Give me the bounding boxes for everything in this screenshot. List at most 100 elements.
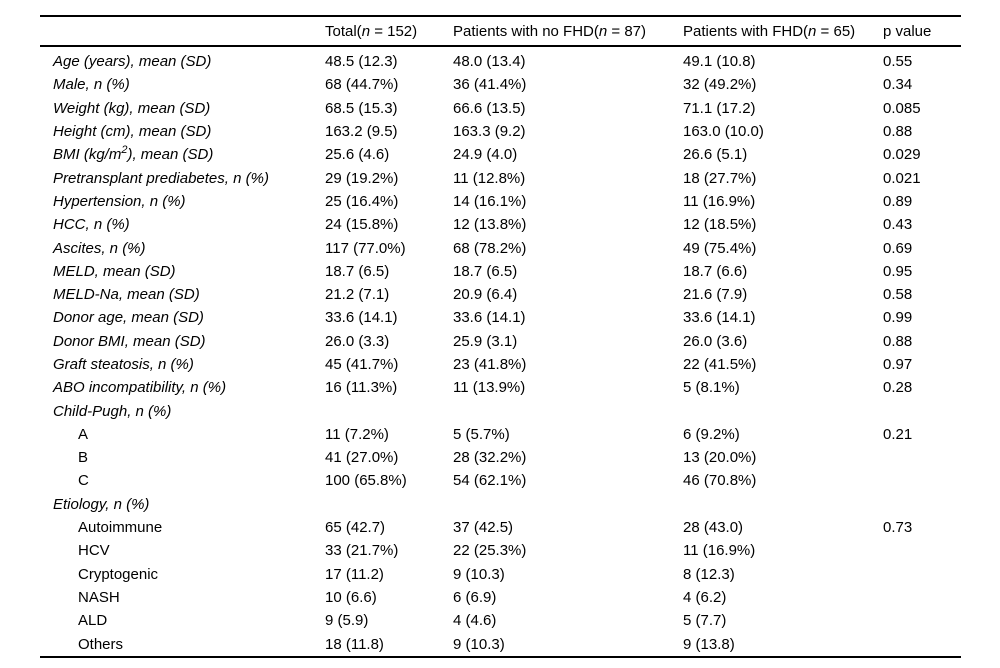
row-label: Height (cm), mean (SD) (53, 123, 212, 141)
cell-value: 5 (7.7) (683, 612, 727, 630)
cell-value: 0.88 (883, 332, 913, 350)
table-row: Others 18 (11.8) 9 (10.3) 9 (13.8) (40, 632, 961, 656)
table-row: MELD, mean (SD) 18.7 (6.5) 18.7 (6.5) 18.7 … (40, 260, 961, 283)
characteristics-table: Total(n = 152) Patients with no FHD(n = 8… (40, 15, 961, 658)
cell-value (883, 563, 961, 586)
cell-value: 11 (12.8%) (453, 169, 526, 187)
table-row: Weight (kg), mean (SD) 68.5 (15.3) 66.6 (1… (40, 97, 961, 120)
header-italic-n: n (598, 22, 608, 40)
table-row: Graft steatosis, n (%) 45 (41.7%) 23 (41.8… (40, 353, 961, 376)
cell-value: 48.5 (12.3) (325, 53, 398, 71)
cell-value (883, 609, 961, 632)
cell-value: 8 (12.3) (683, 565, 735, 583)
cell-value: 54 (62.1%) (453, 472, 527, 490)
cell-value: 117 (77.0%) (325, 239, 406, 257)
cell-value: 13 (20.0%) (683, 449, 757, 467)
cell-value: 21.2 (7.1) (325, 286, 390, 304)
row-label: Graft steatosis, n (%) (53, 356, 194, 373)
cell-value: 65 (42.7) (325, 519, 386, 537)
cell-value: 9 (13.8) (683, 635, 735, 653)
cell-value: 11 (7.2%) (325, 425, 389, 443)
cell-value: 28 (32.2%) (453, 449, 527, 467)
cell-value: 6 (9.2%) (683, 425, 740, 443)
cell-value: 26.6 (5.1) (683, 146, 748, 164)
cell-value: 68 (78.2%) (453, 239, 527, 257)
cell-value: 163.3 (9.2) (453, 123, 526, 141)
row-label: C (78, 472, 89, 490)
row-label: B (78, 449, 89, 467)
cell-value (883, 446, 961, 469)
cell-value (883, 399, 961, 422)
cell-value (325, 399, 453, 422)
cell-value: 25.9 (3.1) (453, 332, 518, 350)
cell-value: 33.6 (14.1) (325, 309, 398, 327)
table-row: HCV 33 (21.7%) 22 (25.3%) 11 (16.9%) (40, 539, 961, 562)
cell-value: 23 (41.8%) (453, 356, 527, 373)
row-label: MELD, mean (SD) (53, 262, 176, 280)
cell-value: 0.73 (883, 519, 913, 537)
cell-value: 29 (19.2%) (325, 169, 399, 187)
cell-value: 17 (11.2) (325, 565, 384, 583)
cell-value: 9 (10.3) (453, 565, 505, 583)
cell-value: 33.6 (14.1) (683, 309, 756, 327)
column-header: Patients with no FHD(n = 87) (453, 16, 683, 47)
cell-value: 0.89 (883, 192, 913, 210)
cell-value: 9 (5.9) (325, 612, 369, 630)
cell-value: 28 (43.0) (683, 519, 744, 537)
table-row: C 100 (65.8%) 54 (62.1%) 46 (70.8%) (40, 469, 961, 492)
table-row: MELD-Na, mean (SD) 21.2 (7.1) 20.9 (6.4) 21… (40, 283, 961, 306)
column-header: Patients with FHD(n = 65) (683, 16, 883, 47)
cell-value: 0.58 (883, 286, 913, 304)
column-header: p value (883, 16, 961, 47)
table-row: Donor BMI, mean (SD) 26.0 (3.3) 25.9 (3.1)… (40, 330, 961, 353)
cell-value: 100 (65.8%) (325, 472, 407, 490)
header-text: Patients with no FHD( (453, 22, 599, 40)
row-label: HCV (78, 542, 110, 560)
label-text: ), mean (SD) (127, 146, 214, 164)
cell-value (683, 399, 883, 422)
table-row: ALD 9 (5.9) 4 (4.6) 5 (7.7) (40, 609, 961, 632)
header-text: Patients with FHD( (683, 22, 809, 40)
cell-value: 18.7 (6.5) (453, 262, 518, 280)
row-label: HCC, n (%) (53, 216, 130, 234)
table-row: Donor age, mean (SD) 33.6 (14.1) 33.6 (14.… (40, 306, 961, 329)
header-italic-n: n (361, 22, 371, 40)
cell-value: 25 (16.4%) (325, 192, 399, 210)
row-label: MELD-Na, mean (SD) (53, 286, 200, 304)
cell-value: 6 (6.9) (453, 588, 497, 606)
header-text: = 152) (370, 22, 418, 40)
row-label: Ascites, n (%) (53, 239, 146, 257)
cell-value: 9 (10.3) (453, 635, 505, 653)
cell-value (325, 493, 453, 516)
cell-value (883, 586, 961, 609)
row-label: Donor BMI, mean (SD) (53, 332, 206, 350)
label-text: BMI (kg/m (53, 146, 122, 164)
row-label: Donor age, mean (SD) (53, 309, 204, 327)
row-label: BMI (kg/m2), mean (SD) (40, 143, 325, 166)
table-row: BMI (kg/m2), mean (SD) 25.6 (4.6) 24.9 (4.… (40, 143, 961, 166)
cell-value (453, 399, 683, 422)
cell-value: 0.029 (883, 146, 921, 164)
cell-value: 36 (41.4%) (453, 76, 527, 94)
row-label: Child-Pugh, n (%) (53, 402, 172, 420)
table-row: Height (cm), mean (SD) 163.2 (9.5) 163.3 (… (40, 120, 961, 143)
row-label: Male, n (%) (53, 76, 130, 94)
cell-value: 163.2 (9.5) (325, 123, 398, 141)
cell-value: 0.97 (883, 356, 913, 373)
cell-value: 66.6 (13.5) (453, 99, 526, 117)
cell-value: 48.0 (13.4) (453, 53, 526, 71)
cell-value: 41 (27.0%) (325, 449, 399, 467)
row-label: Autoimmune (78, 519, 163, 537)
cell-value (683, 493, 883, 516)
cell-value: 49.1 (10.8) (683, 53, 756, 71)
cell-value: 49 (75.4%) (683, 239, 757, 257)
row-label: A (78, 425, 89, 443)
cell-value: 25.6 (4.6) (325, 146, 390, 164)
cell-value: 26.0 (3.6) (683, 332, 748, 350)
cell-value: 0.28 (883, 379, 913, 397)
table-row: Pretransplant prediabetes, n (%) 29 (19.2… (40, 166, 961, 189)
header-italic-n: n (808, 22, 817, 40)
row-label: ABO incompatibility, n (%) (53, 379, 227, 397)
header-text: = 87) (607, 22, 647, 40)
